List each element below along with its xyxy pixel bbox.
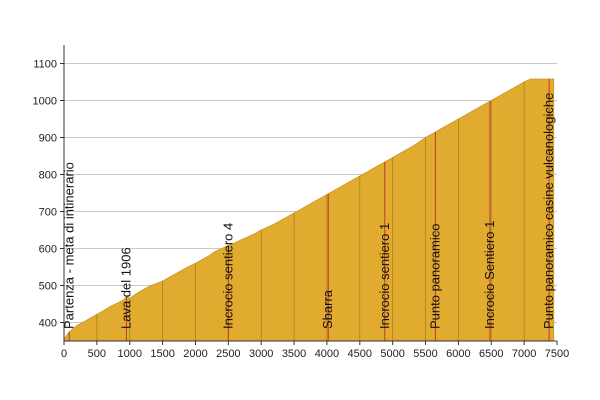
y-tick-label: 500 — [39, 281, 57, 293]
y-tick-label: 1100 — [33, 59, 57, 71]
waypoint-label-8: Punto panoramico casine vulcanologiche — [541, 93, 556, 329]
y-tick-label: 900 — [39, 133, 57, 145]
y-tick-label: 700 — [39, 207, 57, 219]
x-tick-label: 3000 — [249, 348, 273, 360]
x-tick-label: 500 — [88, 348, 106, 360]
y-tick-label: 600 — [39, 244, 57, 256]
x-tick-label: 4000 — [315, 348, 339, 360]
axes: 400 500 600 700 800 900 1000 1100 0 500 1000 1500 20… — [33, 45, 569, 360]
waypoint-label-6: Punto panoramico — [427, 223, 442, 329]
x-tick-label: 1000 — [117, 348, 141, 360]
x-tick-label: 5500 — [413, 348, 437, 360]
waypoint-labels: Partenza - meta di intinerario Lava del 1… — [61, 93, 556, 329]
y-tick-label: 800 — [39, 170, 57, 182]
waypoint-label-7: Incrocio Sentiero 1 — [482, 221, 497, 329]
x-tick-label: 6000 — [446, 348, 470, 360]
waypoint-label-5: Incrocio sentiero 1 — [377, 223, 392, 329]
waypoint-label-3: Incrocio sentiero 4 — [220, 223, 235, 329]
x-tick-label: 7500 — [545, 348, 569, 360]
elevation-area — [63, 78, 555, 342]
y-tick-label: 1000 — [33, 96, 57, 108]
x-tick-label: 6500 — [479, 348, 503, 360]
x-tick-label: 1500 — [150, 348, 174, 360]
y-tick-label: 400 — [39, 318, 57, 330]
elevation-area-fill — [63, 78, 555, 342]
x-tick-label: 2000 — [183, 348, 207, 360]
x-tick-label: 5000 — [380, 348, 404, 360]
x-tick-label: 2500 — [216, 348, 240, 360]
x-tick-label: 3500 — [282, 348, 306, 360]
x-tick-label: 7000 — [512, 348, 536, 360]
x-tick-label: 4500 — [348, 348, 372, 360]
waypoint-label-2: Lava del 1906 — [118, 247, 133, 329]
section-lines — [68, 79, 550, 341]
waypoint-label-4: Sbarra — [320, 289, 335, 329]
waypoint-label-1: Partenza - meta di intinerario — [61, 162, 76, 329]
x-tick-label: 0 — [61, 348, 67, 360]
